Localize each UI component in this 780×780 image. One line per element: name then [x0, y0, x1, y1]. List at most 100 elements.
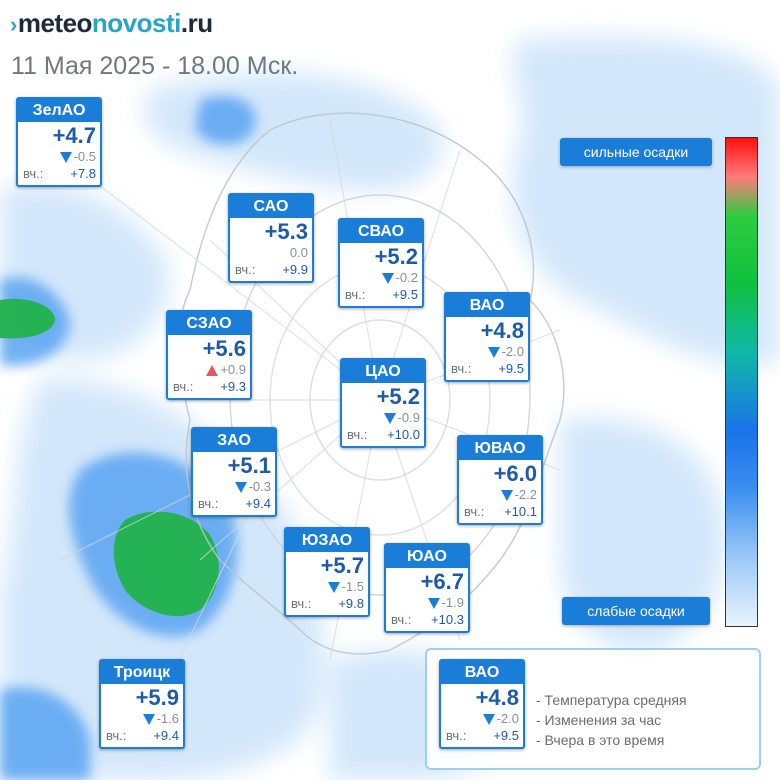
district-card-cao[interactable]: ЦАО +5.2 -0.9 вч.: +10.0 [340, 358, 426, 448]
arrow-down-icon [142, 714, 155, 726]
hourly-change-value: -1.6 [156, 711, 179, 726]
district-name: СВАО [340, 220, 422, 243]
district-name: САО [230, 195, 312, 218]
logo-text-meteo: meteo [17, 8, 93, 38]
hourly-change-value: 0.0 [289, 245, 308, 260]
arrow-down-icon [327, 582, 340, 594]
district-card-vao[interactable]: ВАО +4.8 -2.0 вч.: +9.5 [444, 292, 530, 382]
district-name: ЮЗАО [286, 529, 368, 552]
hourly-change: -2.0 [446, 343, 528, 360]
average-temperature: +5.2 [376, 384, 420, 409]
average-temperature: +5.7 [320, 553, 364, 578]
yesterday-label: вч.: [291, 596, 312, 611]
average-temperature: +4.8 [475, 685, 519, 710]
yesterday-temperature: +10.3 [431, 612, 464, 627]
district-card-sao[interactable]: САО +5.3 0.0 вч.: +9.9 [228, 193, 314, 283]
yesterday-temperature: +9.5 [498, 361, 524, 376]
yesterday-label: вч.: [106, 728, 127, 743]
average-temperature: +5.3 [264, 219, 308, 244]
district-name: ЦАО [342, 360, 424, 383]
district-card-yuzao[interactable]: ЮЗАО +5.7 -1.5 вч.: +9.8 [284, 527, 370, 617]
district-card-yuvao[interactable]: ЮВАО +6.0 -2.2 вч.: +10.1 [457, 435, 543, 525]
scale-top-label: сильные осадки [560, 138, 712, 166]
arrow-down-icon [500, 490, 513, 502]
arrow-down-icon [482, 714, 495, 726]
average-temperature: +6.7 [420, 569, 464, 594]
district-card-zelao[interactable]: ЗелАО +4.7 -0.5 вч.: +7.8 [16, 97, 102, 187]
legend-item-average-temp: - Температура средняя [536, 692, 687, 708]
yesterday-temperature: +9.4 [153, 728, 179, 743]
yesterday-label: вч.: [235, 262, 256, 277]
yesterday-label: вч.: [173, 379, 194, 394]
average-temperature: +5.9 [135, 685, 179, 710]
district-name: Троицк [101, 661, 183, 684]
scale-bottom-label: слабые осадки [562, 597, 710, 625]
arrow-up-icon [206, 365, 219, 377]
district-name: ВАО [441, 661, 523, 684]
district-card-troitsk[interactable]: Троицк +5.9 -1.6 вч.: +9.4 [99, 659, 185, 749]
logo-text-novosti: novosti [91, 8, 181, 38]
hourly-change: -1.5 [286, 578, 368, 595]
hourly-change: -0.5 [18, 148, 100, 165]
logo-text-domain: .ru [180, 8, 213, 38]
hourly-change-value: -2.0 [501, 344, 524, 359]
yesterday-row: вч.: +9.5 [340, 286, 422, 306]
yesterday-row: вч.: +7.8 [18, 165, 100, 185]
yesterday-temperature: +9.9 [282, 262, 308, 277]
yesterday-row: вч.: +10.0 [342, 426, 424, 446]
average-temperature: +5.6 [202, 336, 246, 361]
yesterday-temperature: +9.5 [392, 287, 418, 302]
yesterday-label: вч.: [464, 504, 485, 519]
yesterday-label: вч.: [198, 496, 219, 511]
arrow-down-icon [487, 347, 500, 359]
site-logo[interactable]: ›meteonovosti.ru [10, 8, 213, 39]
district-card-svao[interactable]: СВАО +5.2 -0.2 вч.: +9.5 [338, 218, 424, 308]
yesterday-label: вч.: [446, 728, 467, 743]
precipitation-scale-bar [725, 137, 758, 627]
hourly-change-value: -2.2 [514, 487, 537, 502]
arrow-down-icon [427, 598, 440, 610]
yesterday-label: вч.: [391, 612, 412, 627]
hourly-change: +0.9 [168, 361, 250, 378]
yesterday-row: вч.: +9.9 [230, 261, 312, 281]
yesterday-label: вч.: [451, 361, 472, 376]
hourly-change-value: -0.3 [248, 479, 271, 494]
hourly-change: -0.3 [193, 478, 275, 495]
district-name: СЗАО [168, 312, 250, 335]
district-card-szao[interactable]: СЗАО +5.6 +0.9 вч.: +9.3 [166, 310, 252, 400]
yesterday-temperature: +9.4 [245, 496, 271, 511]
legend-sample-card[interactable]: ВАО +4.8 -2.0 вч.: +9.5 [439, 659, 525, 749]
district-name: ЮАО [386, 545, 468, 568]
yesterday-row: вч.: +9.3 [168, 378, 250, 398]
average-temperature: +5.1 [227, 453, 271, 478]
legend-item-yesterday: - Вчера в это время [536, 732, 665, 748]
arrow-down-icon [381, 273, 394, 285]
average-temperature: +4.8 [480, 318, 524, 343]
hourly-change-value: +0.9 [220, 362, 246, 377]
arrow-down-icon [383, 413, 396, 425]
yesterday-temperature: +9.5 [493, 728, 519, 743]
district-name: ЗАО [193, 429, 275, 452]
hourly-change: -2.0 [441, 710, 523, 727]
average-temperature: +4.7 [52, 123, 96, 148]
hourly-change-value: -0.2 [395, 270, 418, 285]
hourly-change: -1.6 [101, 710, 183, 727]
hourly-change: -0.9 [342, 409, 424, 426]
yesterday-temperature: +9.8 [338, 596, 364, 611]
logo-mark: › [10, 12, 17, 37]
average-temperature: +6.0 [493, 461, 537, 486]
hourly-change-value: -2.0 [496, 711, 519, 726]
hourly-change: 0.0 [230, 244, 312, 261]
district-card-zao[interactable]: ЗАО +5.1 -0.3 вч.: +9.4 [191, 427, 277, 517]
yesterday-row: вч.: +9.5 [441, 727, 523, 747]
average-temperature: +5.2 [374, 244, 418, 269]
hourly-change: -0.2 [340, 269, 422, 286]
hourly-change: -2.2 [459, 486, 541, 503]
forecast-datetime: 11 Мая 2025 - 18.00 Мск. [11, 52, 299, 80]
yesterday-temperature: +7.8 [70, 166, 96, 181]
district-card-yuao[interactable]: ЮАО +6.7 -1.9 вч.: +10.3 [384, 543, 470, 633]
district-name: ЮВАО [459, 437, 541, 460]
yesterday-label: вч.: [347, 427, 368, 442]
yesterday-temperature: +9.3 [220, 379, 246, 394]
yesterday-row: вч.: +9.5 [446, 360, 528, 380]
